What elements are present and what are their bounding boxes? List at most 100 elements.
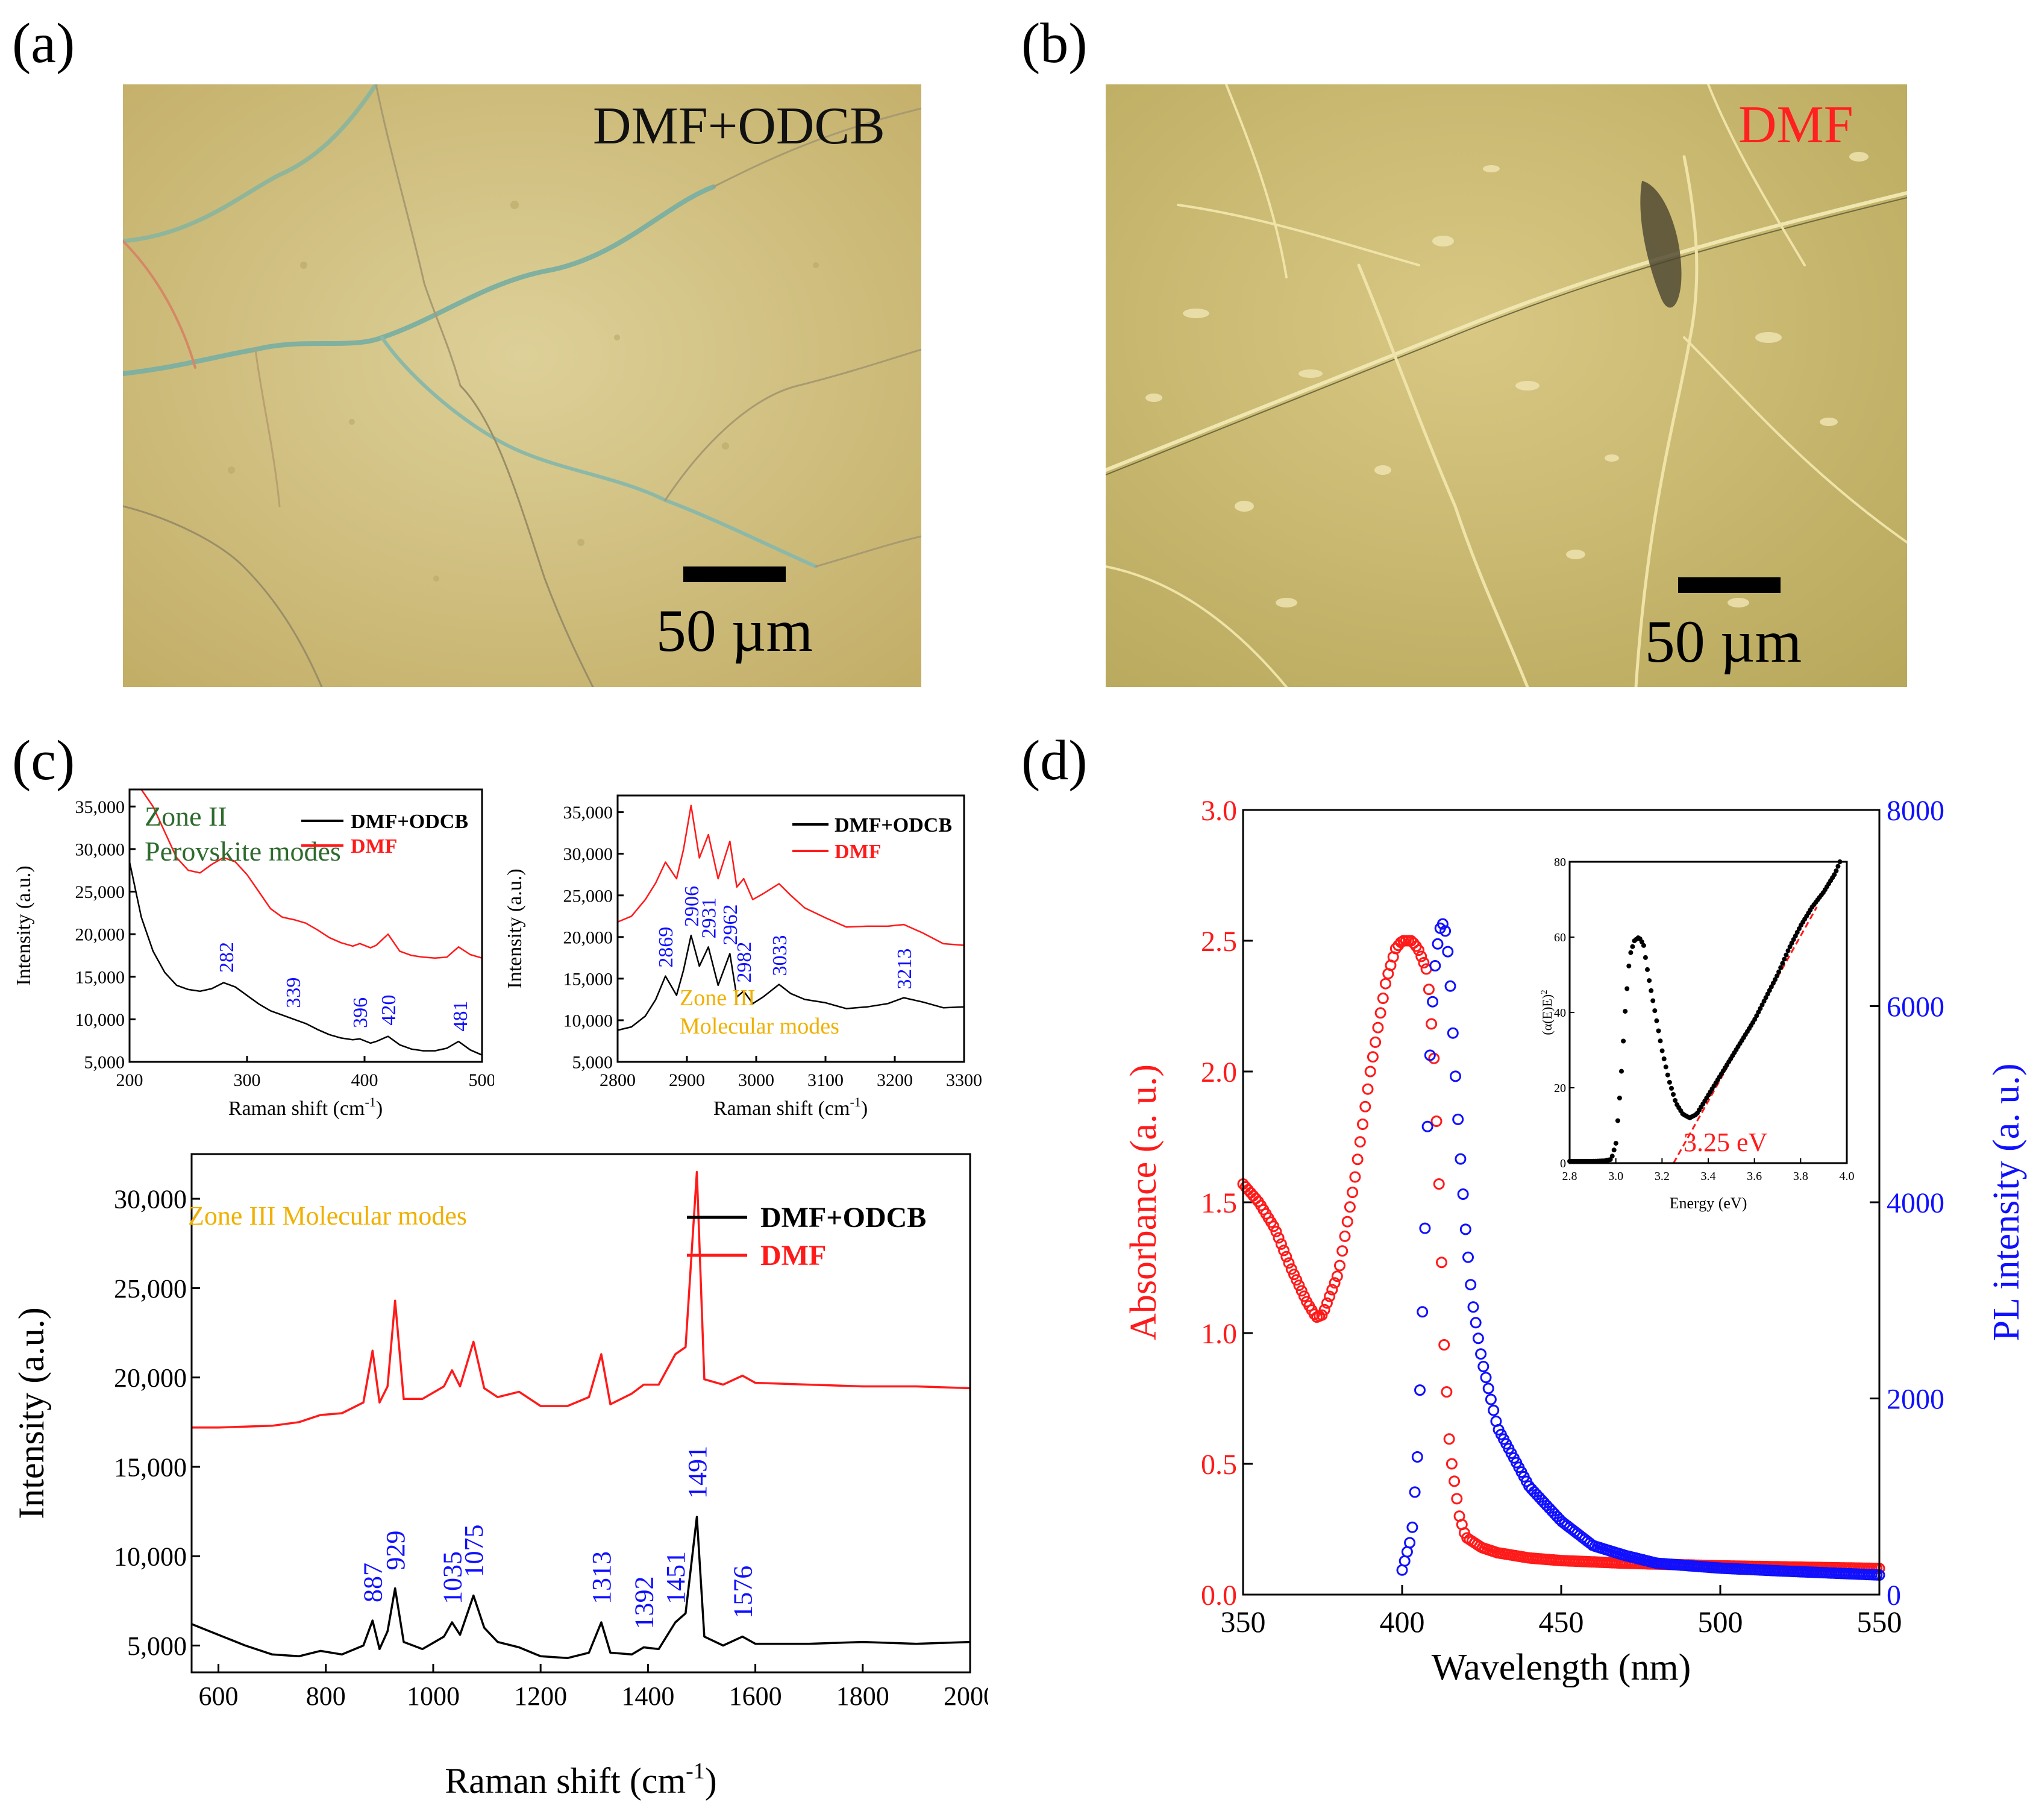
point-pl-intensity [1462, 1251, 1474, 1263]
point-absorbance [1275, 1238, 1287, 1250]
inset-point [1661, 1056, 1667, 1061]
inset-x-tick-label: 3.8 [1793, 1170, 1808, 1183]
d-inset-xlabel: Energy (eV) [1670, 1194, 1747, 1212]
inset-point [1617, 1096, 1622, 1100]
x-tick-label: 1200 [514, 1681, 567, 1711]
point-pl-intensity [1419, 1222, 1431, 1234]
point-pl-intensity [1439, 925, 1452, 937]
inset-point [1832, 872, 1837, 877]
d-inset: 2.8 3.0 3.2 3.4 3.6 3.8 4.0 0 20 40 60 80 3.25 eV (… [1540, 856, 1855, 1212]
y-tick-label: 10,000 [75, 1010, 125, 1030]
y-tick-label: 5,000 [84, 1053, 125, 1073]
point-absorbance [1446, 1458, 1458, 1470]
point-absorbance [1324, 1290, 1336, 1302]
point-absorbance [1352, 1153, 1364, 1166]
peak-label: 481 [450, 1001, 472, 1032]
c1-legend-black: DMF+ODCB [351, 811, 468, 833]
y-tick-label-right: 8000 [1887, 795, 1944, 827]
inset-point [1754, 1013, 1759, 1018]
x-tick-label: 500 [469, 1070, 495, 1090]
y-tick-label: 10,000 [563, 1011, 613, 1031]
peak-label: 339 [283, 977, 305, 1008]
peak-label: 1075 [459, 1524, 489, 1577]
inset-y-tick-label: 20 [1554, 1082, 1566, 1095]
x-tick-label: 2900 [669, 1070, 705, 1090]
series-line-dmf [140, 789, 483, 959]
point-absorbance [1415, 950, 1427, 962]
point-absorbance [1354, 1136, 1366, 1148]
c1-ylabel: Intensity (a.u.) [13, 865, 35, 985]
series-line-dmf [617, 805, 965, 946]
point-absorbance [1433, 1178, 1445, 1190]
point-pl-intensity [1482, 1382, 1494, 1395]
series-line-dmf [192, 1170, 971, 1429]
point-absorbance [1443, 1433, 1455, 1445]
point-absorbance [1283, 1257, 1295, 1269]
point-absorbance [1308, 1308, 1320, 1320]
y-tick-label: 20,000 [75, 925, 125, 945]
inset-point [1761, 999, 1767, 1004]
point-absorbance [1430, 1116, 1443, 1127]
inset-point [1756, 1009, 1761, 1015]
point-pl-intensity [1485, 1393, 1497, 1405]
micrograph-a: DMF+ODCB 50 µm [123, 84, 921, 687]
point-absorbance [1438, 1339, 1450, 1351]
y-tick-label: 5,000 [127, 1631, 187, 1661]
x-tick-label: 350 [1221, 1605, 1266, 1639]
peak-label: 2906 [681, 886, 703, 927]
d-inset-annotation: 3.25 eV [1684, 1128, 1768, 1157]
y-tick-label: 15,000 [75, 967, 125, 987]
chart-c3: 600 800 1000 1200 1400 1600 1800 2000 5,000 10,00… [11, 1153, 988, 1801]
point-pl-intensity [1424, 1049, 1436, 1061]
scale-bar-a [683, 566, 786, 582]
series-line-dmf-odcb [617, 934, 965, 1031]
inset-y-tick-label: 40 [1554, 1006, 1566, 1020]
inset-point [1615, 1118, 1620, 1123]
point-pl-intensity [1436, 918, 1449, 930]
c3-ylabel: Intensity (a.u.) [11, 1307, 51, 1519]
inset-point [1649, 988, 1654, 993]
inset-point [1611, 1147, 1617, 1153]
inset-x-tick-label: 3.6 [1747, 1170, 1762, 1183]
panel-letter-b: (b) [1021, 12, 1088, 75]
y-tick-label-left: 3.0 [1201, 795, 1237, 827]
peak-label: 1392 [630, 1576, 659, 1629]
point-pl-intensity [1472, 1332, 1484, 1345]
y-tick-label-right: 4000 [1887, 1187, 1944, 1219]
inset-point [1654, 1018, 1659, 1023]
inset-point [1773, 977, 1778, 982]
point-pl-intensity [1406, 1521, 1418, 1533]
peak-label: 1576 [728, 1566, 758, 1619]
inset-point [1767, 988, 1772, 993]
point-pl-intensity [1447, 1027, 1459, 1039]
inset-point [1639, 939, 1644, 944]
panel-letter-a: (a) [12, 12, 75, 75]
inset-point [1768, 984, 1774, 990]
point-absorbance [1291, 1274, 1303, 1286]
c3-zone-label: Zone III Molecular modes [188, 1201, 467, 1231]
inset-point [1785, 948, 1791, 953]
point-absorbance [1334, 1260, 1345, 1272]
inset-point [1752, 1017, 1758, 1022]
point-pl-intensity [1465, 1279, 1477, 1291]
y-tick-label: 30,000 [563, 844, 613, 864]
point-pl-intensity [1480, 1372, 1492, 1384]
inset-point [1609, 1153, 1615, 1159]
point-absorbance [1380, 977, 1391, 990]
point-absorbance [1336, 1245, 1349, 1257]
peak-label: 1313 [587, 1551, 616, 1604]
c3-legend-black: DMF+ODCB [760, 1202, 926, 1234]
x-tick-label: 3300 [946, 1070, 982, 1090]
series-line-dmf-odcb [191, 1516, 971, 1660]
point-absorbance [1449, 1475, 1461, 1487]
point-absorbance [1426, 1018, 1438, 1030]
point-absorbance [1288, 1269, 1300, 1281]
scale-bar-label-a: 50 µm [656, 597, 813, 664]
x-tick-label: 400 [351, 1070, 378, 1090]
point-absorbance [1329, 1277, 1341, 1289]
point-absorbance [1372, 1021, 1384, 1034]
inset-point [1663, 1064, 1668, 1070]
point-absorbance [1357, 1119, 1368, 1130]
d-series [1237, 918, 1885, 1581]
